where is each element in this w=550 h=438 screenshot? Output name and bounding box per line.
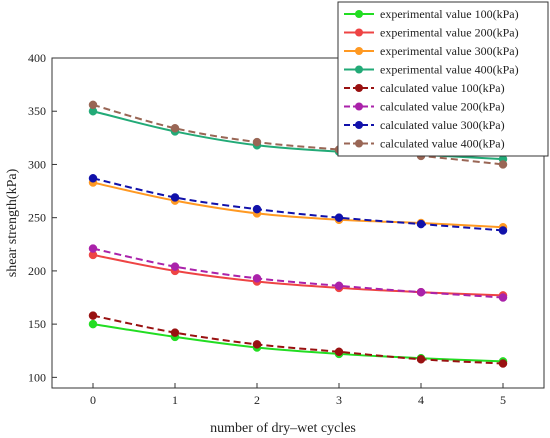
legend-swatch-marker (355, 65, 363, 74)
series-line (92, 247, 504, 299)
legend-label: calculated value 200(kPa) (380, 100, 505, 114)
legend-item: calculated value 300(kPa) (344, 118, 505, 132)
series-line (92, 103, 504, 166)
data-point (170, 328, 180, 337)
legend-label: experimental value 400(kPa) (380, 63, 519, 77)
series-5 (88, 311, 508, 368)
data-point (416, 355, 426, 364)
x-tick-label: 5 (500, 393, 506, 407)
data-point (334, 213, 344, 222)
series-6 (88, 244, 508, 302)
y-tick-label: 100 (28, 370, 46, 384)
legend-box (337, 1, 549, 157)
legend-label: experimental value 200(kPa) (380, 26, 519, 40)
legend-item: calculated value 400(kPa) (344, 137, 505, 151)
data-point (88, 244, 98, 253)
plot-frame (51, 57, 545, 389)
legend-swatch-marker (355, 139, 363, 148)
legend-swatch-marker (355, 10, 363, 18)
series-2 (88, 250, 508, 300)
series-line (92, 314, 504, 365)
data-point (88, 319, 98, 329)
x-tick-label: 0 (90, 393, 96, 407)
data-point (498, 226, 508, 235)
legend-item: experimental value 100(kPa) (344, 7, 519, 21)
data-point (88, 174, 98, 183)
data-point (252, 204, 262, 214)
legend-label: calculated value 100(kPa) (380, 81, 505, 95)
data-point (170, 193, 180, 202)
y-tick-label: 150 (28, 317, 46, 331)
data-point (416, 219, 426, 229)
y-axis-title: shear strength(kPa) (5, 168, 20, 277)
series-3 (88, 178, 508, 232)
data-point (498, 293, 508, 302)
legend-swatch-marker (355, 84, 363, 92)
legend-label: experimental value 300(kPa) (380, 44, 519, 58)
legend-swatch-marker (355, 121, 363, 129)
legend-label: calculated value 300(kPa) (380, 118, 505, 132)
x-tick-label: 2 (254, 393, 260, 407)
legend-swatch-marker (355, 28, 363, 37)
legend-item: calculated value 200(kPa) (344, 100, 505, 114)
data-point (170, 262, 180, 271)
legend: experimental value 100(kPa) experimental … (337, 1, 549, 157)
x-tick-label: 1 (172, 393, 178, 407)
data-point (334, 281, 344, 291)
y-tick-label: 250 (28, 211, 46, 225)
data-point (498, 160, 508, 169)
y-tick-label: 350 (28, 104, 46, 118)
data-point (498, 359, 508, 368)
data-point (334, 347, 344, 357)
series-1 (88, 319, 508, 366)
data-point (88, 311, 98, 320)
axis-ticks: 0 1 2 3 4 5 100 150 200 250 300 350 400 (28, 51, 506, 407)
data-point (416, 287, 426, 297)
y-tick-label: 400 (28, 51, 46, 65)
legend-item: calculated value 100(kPa) (344, 81, 505, 95)
data-point (88, 100, 98, 110)
y-tick-label: 200 (28, 264, 46, 278)
legend-item: experimental value 300(kPa) (344, 44, 519, 58)
series-7 (88, 174, 508, 235)
series-line (92, 323, 504, 363)
series-layer (88, 100, 508, 368)
data-point (252, 274, 262, 283)
data-point (252, 137, 262, 147)
legend-item: experimental value 400(kPa) (344, 63, 519, 77)
legend-item: experimental value 200(kPa) (344, 26, 519, 40)
x-axis-title: number of dry–wet cycles (210, 421, 356, 436)
data-point (170, 124, 180, 133)
y-tick-label: 300 (28, 157, 46, 171)
series-line (92, 253, 504, 297)
legend-label: calculated value 400(kPa) (380, 137, 505, 151)
series-line (92, 177, 504, 232)
x-tick-label: 3 (336, 393, 342, 407)
series-line (92, 181, 504, 229)
legend-swatch-marker (355, 47, 363, 55)
data-point (252, 340, 262, 349)
x-tick-label: 4 (418, 393, 424, 407)
legend-swatch-marker (355, 102, 363, 111)
legend-label: experimental value 100(kPa) (380, 7, 519, 21)
